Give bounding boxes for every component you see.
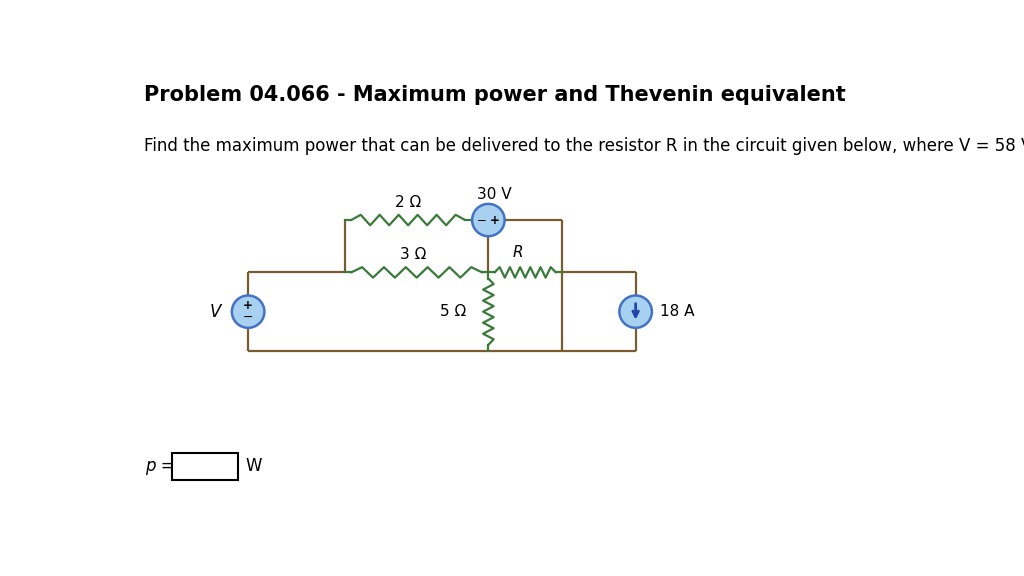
Text: +: + bbox=[243, 300, 253, 312]
Circle shape bbox=[620, 295, 652, 328]
FancyBboxPatch shape bbox=[172, 453, 238, 480]
Text: −: − bbox=[243, 311, 253, 324]
Text: R: R bbox=[512, 245, 522, 260]
Text: −: − bbox=[477, 214, 487, 226]
Circle shape bbox=[472, 204, 505, 236]
Text: 3 Ω: 3 Ω bbox=[399, 247, 426, 262]
Text: Problem 04.066 - Maximum power and Thevenin equivalent: Problem 04.066 - Maximum power and Theve… bbox=[143, 85, 845, 105]
Text: V: V bbox=[210, 302, 221, 321]
Text: W: W bbox=[246, 457, 262, 475]
Text: 2 Ω: 2 Ω bbox=[395, 195, 421, 210]
Text: +: + bbox=[489, 214, 500, 226]
Circle shape bbox=[231, 295, 264, 328]
Text: Find the maximum power that can be delivered to the resistor R in the circuit gi: Find the maximum power that can be deliv… bbox=[143, 137, 1024, 155]
Text: 5 Ω: 5 Ω bbox=[440, 304, 467, 319]
Text: 30 V: 30 V bbox=[477, 187, 512, 202]
Text: 18 A: 18 A bbox=[660, 304, 695, 319]
Text: p =: p = bbox=[145, 457, 175, 475]
